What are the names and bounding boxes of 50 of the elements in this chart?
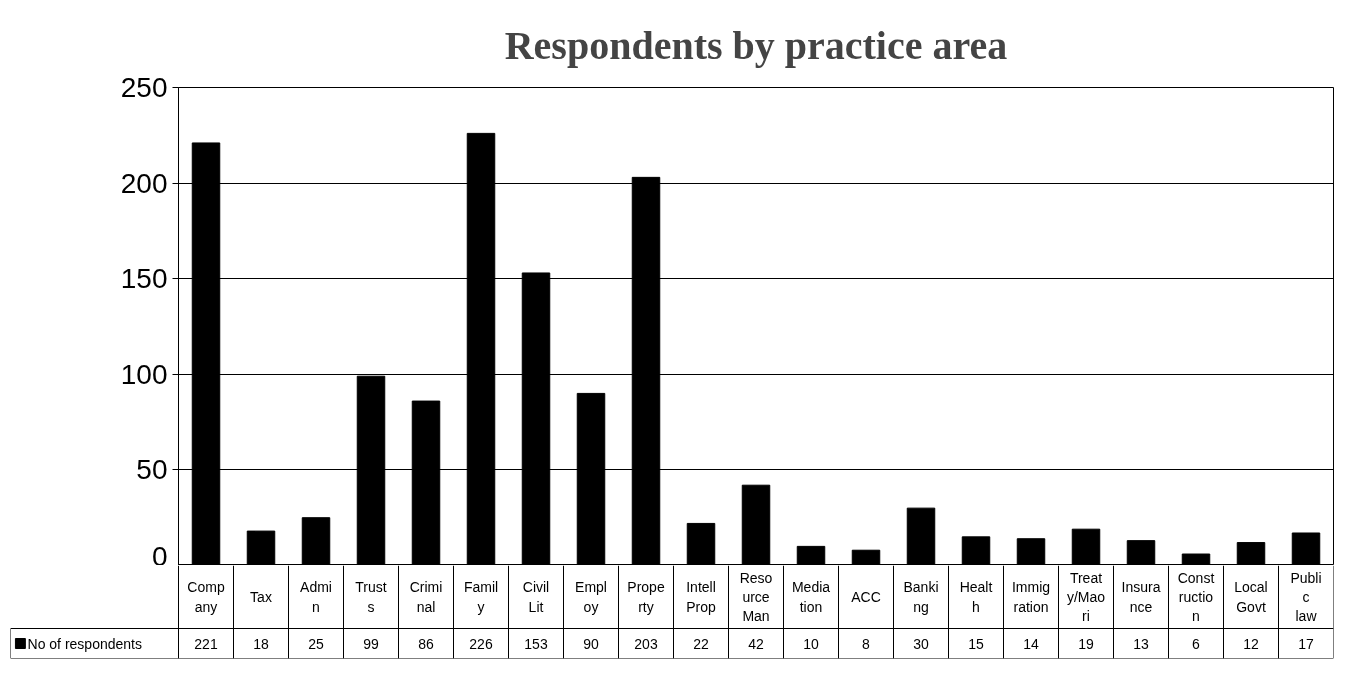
y-tick-label: 150 xyxy=(120,263,168,295)
chart-title: Respondents by practice area xyxy=(504,22,1008,68)
x-tick-label: Immigration xyxy=(1011,579,1051,615)
data-label: 86 xyxy=(418,635,434,652)
data-label: 14 xyxy=(1023,635,1039,652)
x-tick-label: Health xyxy=(959,579,993,615)
x-tick-label: Admin xyxy=(300,579,332,615)
x-tick-label: Civil Lit xyxy=(522,579,550,615)
y-tick-label: 250 xyxy=(120,72,168,103)
data-label: 8 xyxy=(862,635,871,652)
data-label: 12 xyxy=(1243,635,1259,652)
data-label: 22 xyxy=(693,635,709,652)
data-label: 153 xyxy=(524,635,548,652)
x-tick-label: Family xyxy=(463,579,499,615)
data-label: 221 xyxy=(194,635,218,652)
data-label: 15 xyxy=(968,635,984,652)
x-tick-label: Intell Prop xyxy=(686,579,716,615)
x-tick-label: Construction xyxy=(1177,569,1215,625)
data-label: 30 xyxy=(913,635,929,652)
x-tick-label: ACC xyxy=(851,589,881,605)
x-tick-label: Trusts xyxy=(355,579,387,615)
x-tick-label: Employ xyxy=(575,579,607,615)
x-tick-label: Criminal xyxy=(409,579,443,615)
x-tick-label: Local Govt xyxy=(1234,579,1268,615)
y-tick-label: 100 xyxy=(120,358,168,390)
data-label: 90 xyxy=(583,635,599,652)
data-label: 42 xyxy=(748,635,764,652)
data-label: 18 xyxy=(253,635,269,652)
x-tick-label: Treaty/Maori xyxy=(1066,569,1106,625)
x-tick-label: Banking xyxy=(903,579,939,615)
y-tick-label: 200 xyxy=(120,167,168,199)
data-label: 13 xyxy=(1133,635,1149,652)
x-tick-label: Resource Man xyxy=(739,569,773,625)
x-tick-label: Company xyxy=(187,579,225,615)
data-label: 17 xyxy=(1298,635,1314,652)
data-label: 6 xyxy=(1192,635,1201,652)
data-label: 99 xyxy=(363,635,379,652)
data-label: 25 xyxy=(308,635,324,652)
x-tick-label: Insurance xyxy=(1121,579,1161,615)
x-tick-label: Tax xyxy=(250,589,272,605)
x-tick-label: Public law xyxy=(1290,569,1322,625)
x-tick-label: Property xyxy=(627,579,665,615)
data-label: 226 xyxy=(469,635,493,652)
data-label: 10 xyxy=(803,635,819,652)
data-label: 203 xyxy=(634,635,658,652)
y-tick-label: 0 xyxy=(151,540,168,572)
x-tick-label: Mediation xyxy=(791,579,831,615)
y-tick-label: 50 xyxy=(136,454,168,486)
legend-label: No of respondents xyxy=(27,635,142,652)
data-label: 19 xyxy=(1078,635,1094,652)
